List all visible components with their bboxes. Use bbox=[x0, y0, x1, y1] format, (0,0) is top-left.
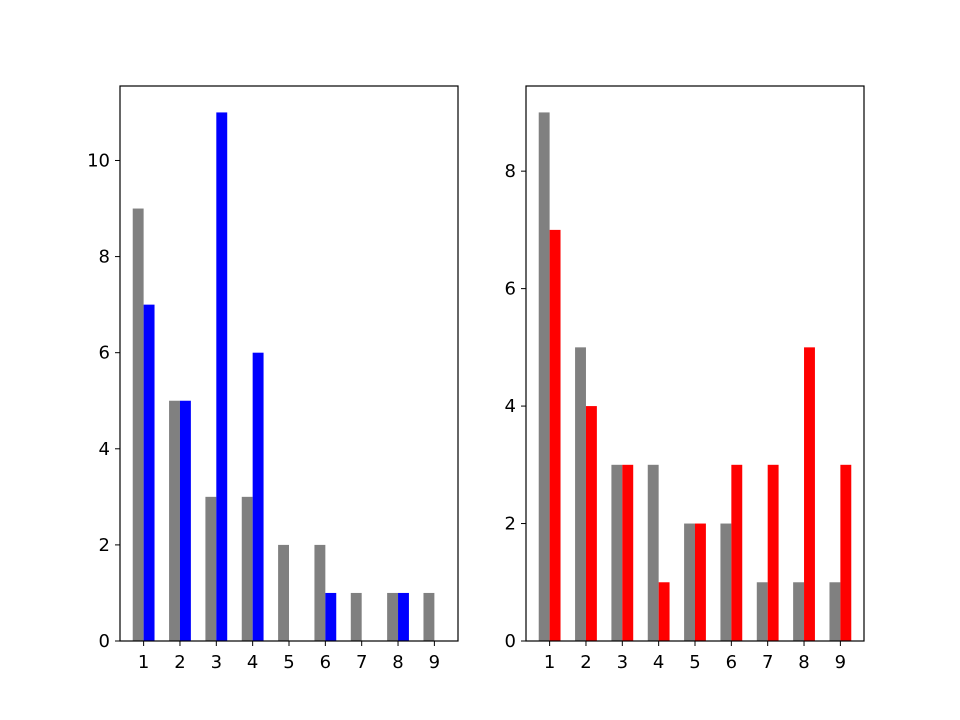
y-tick-label-0: 0 bbox=[99, 631, 110, 652]
x-tick-label-5: 5 bbox=[283, 652, 294, 673]
axes-frame bbox=[119, 85, 459, 642]
bar-series1-2 bbox=[575, 347, 586, 641]
bar-series2-1 bbox=[143, 304, 155, 641]
bar-series1-2 bbox=[169, 400, 180, 641]
x-tick-label-1: 1 bbox=[138, 652, 149, 673]
x-tick-label-6: 6 bbox=[726, 652, 737, 673]
y-tick-label-8: 8 bbox=[99, 247, 110, 268]
x-tick-label-2: 2 bbox=[580, 652, 591, 673]
y-tick-label-6: 6 bbox=[99, 343, 110, 364]
x-tick-label-9: 9 bbox=[429, 652, 440, 673]
bar-series2-3 bbox=[216, 112, 228, 641]
bar-series2-3 bbox=[622, 464, 634, 641]
bar-series2-2 bbox=[585, 406, 597, 641]
bar-series1-7 bbox=[756, 582, 768, 641]
bar-series1-1 bbox=[538, 112, 550, 641]
bar-series2-5 bbox=[695, 523, 706, 641]
bar-series1-9 bbox=[829, 582, 841, 641]
bar-series2-4 bbox=[252, 352, 264, 641]
y-tick-label-4: 4 bbox=[99, 439, 110, 460]
bar-series1-4 bbox=[241, 496, 253, 641]
bar-series1-3 bbox=[205, 496, 217, 641]
x-tick-label-7: 7 bbox=[762, 652, 773, 673]
bar-series2-2 bbox=[179, 400, 191, 641]
bar-series1-6 bbox=[720, 523, 732, 641]
bar-series1-5 bbox=[278, 544, 289, 641]
bar-series1-9 bbox=[423, 592, 435, 641]
y-tick-label-10: 10 bbox=[87, 150, 110, 171]
x-tick-label-4: 4 bbox=[247, 652, 258, 673]
x-tick-label-8: 8 bbox=[798, 652, 809, 673]
y-tick-label-0: 0 bbox=[505, 631, 516, 652]
bar-series2-4 bbox=[658, 582, 670, 641]
bar-series1-5 bbox=[684, 523, 695, 641]
bar-series2-6 bbox=[325, 592, 337, 641]
bar-series2-8 bbox=[398, 592, 409, 641]
x-tick-label-7: 7 bbox=[356, 652, 367, 673]
x-tick-label-6: 6 bbox=[320, 652, 331, 673]
bar-series2-8 bbox=[804, 347, 815, 641]
axes-frame bbox=[525, 85, 865, 642]
x-tick-label-5: 5 bbox=[689, 652, 700, 673]
bar-series2-6 bbox=[731, 464, 743, 641]
bar-series1-3 bbox=[611, 464, 623, 641]
x-tick-label-3: 3 bbox=[617, 652, 628, 673]
y-tick-label-4: 4 bbox=[505, 396, 516, 417]
bar-series1-1 bbox=[132, 208, 144, 641]
bar-series2-9 bbox=[840, 464, 852, 641]
y-tick-label-2: 2 bbox=[99, 535, 110, 556]
x-tick-label-3: 3 bbox=[211, 652, 222, 673]
x-tick-label-9: 9 bbox=[835, 652, 846, 673]
bar-series1-8 bbox=[793, 582, 805, 641]
bar-series2-7 bbox=[767, 464, 779, 641]
bar-series1-7 bbox=[350, 592, 362, 641]
y-tick-label-2: 2 bbox=[505, 514, 516, 535]
bar-series2-1 bbox=[549, 229, 561, 641]
bar-series1-4 bbox=[647, 464, 659, 641]
x-tick-label-1: 1 bbox=[544, 652, 555, 673]
right-bar-chart: 1 2 3 4 5 6 7 8 9 0 2 4 6 8 bbox=[505, 85, 865, 673]
x-tick-label-8: 8 bbox=[392, 652, 403, 673]
y-tick-label-6: 6 bbox=[505, 279, 516, 300]
x-tick-label-2: 2 bbox=[174, 652, 185, 673]
y-tick-label-8: 8 bbox=[505, 161, 516, 182]
x-tick-label-4: 4 bbox=[653, 652, 664, 673]
bar-series1-6 bbox=[314, 544, 326, 641]
bar-series1-8 bbox=[387, 592, 399, 641]
left-bar-chart: 1 2 3 4 5 6 7 8 9 0 2 4 6 8 10 bbox=[87, 85, 459, 673]
